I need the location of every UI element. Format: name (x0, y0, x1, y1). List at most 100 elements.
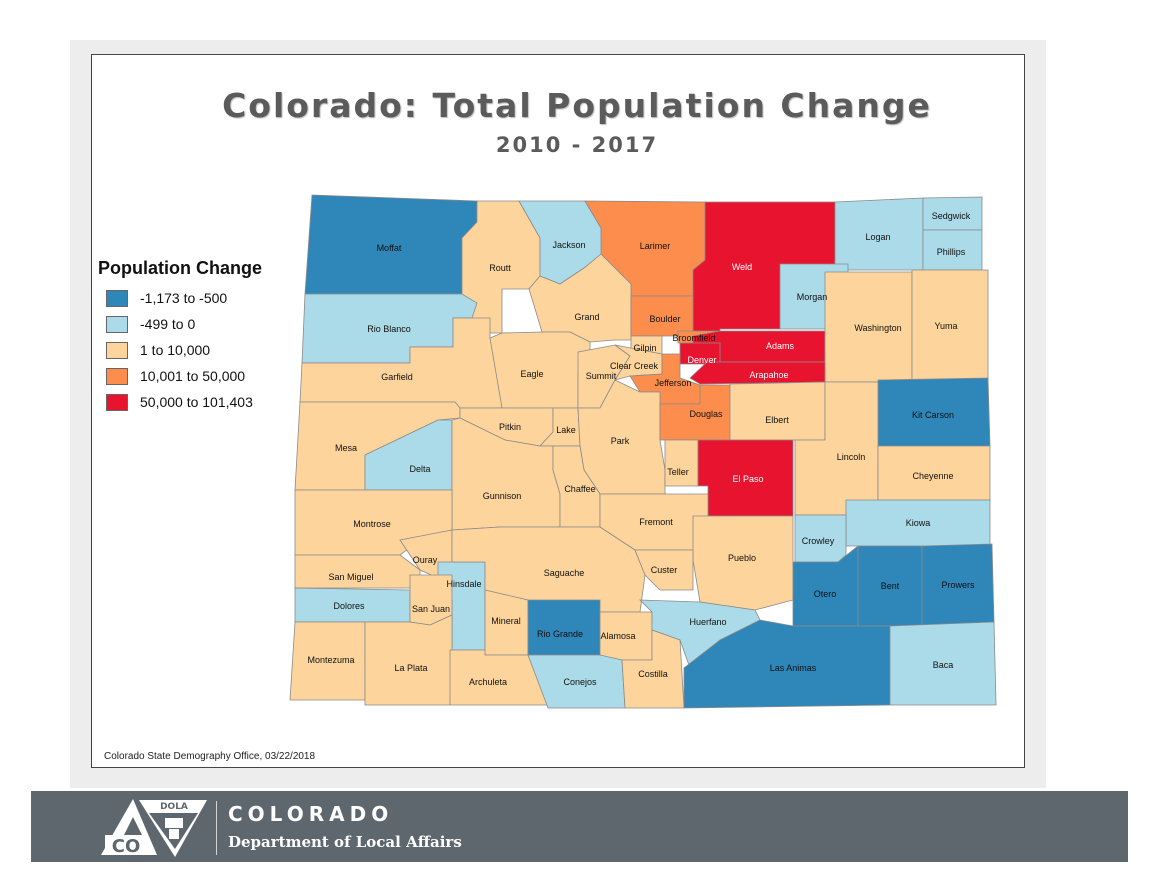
county-custer (634, 549, 694, 591)
county-boulder (630, 295, 694, 337)
county-label-jackson: Jackson (552, 240, 585, 250)
map-title: Colorado: Total Population Change (222, 86, 932, 125)
county-label-boulder: Boulder (649, 314, 680, 324)
legend-item: 10,001 to 50,000 (98, 363, 262, 389)
county-label-denver: Denver (687, 355, 716, 365)
logo-text-co: CO (112, 836, 141, 857)
county-label-chaffee: Chaffee (564, 484, 595, 494)
county-label-pitkin: Pitkin (499, 422, 521, 432)
county-label-garfield: Garfield (381, 372, 413, 382)
legend-swatch (106, 367, 128, 385)
county-label-sedgwick: Sedgwick (932, 211, 971, 221)
county-label-phillips: Phillips (937, 247, 966, 257)
county-label-kit-carson: Kit Carson (912, 410, 954, 420)
legend-item-label: -1,173 to -500 (140, 290, 228, 306)
county-label-san-juan: San Juan (412, 604, 450, 614)
county-label-gunnison: Gunnison (483, 491, 522, 501)
county-label-montezuma: Montezuma (307, 655, 354, 665)
county-label-san-miguel: San Miguel (328, 572, 373, 582)
county-label-la-plata: La Plata (394, 663, 427, 673)
county-label-grand: Grand (574, 312, 599, 322)
county-label-rio-grande: Rio Grande (537, 629, 583, 639)
legend-swatch (106, 315, 128, 333)
county-label-eagle: Eagle (520, 369, 543, 379)
county-label-conejos: Conejos (563, 677, 597, 687)
footer-department: Department of Local Affairs (228, 833, 462, 851)
county-label-clear-creek: Clear Creek (610, 361, 659, 371)
county-label-prowers: Prowers (941, 580, 975, 590)
county-label-adams: Adams (766, 341, 795, 351)
county-label-jefferson: Jefferson (655, 378, 692, 388)
county-label-larimer: Larimer (640, 241, 671, 251)
source-note: Colorado State Demography Office, 03/22/… (104, 751, 316, 762)
county-las-animas (683, 619, 891, 709)
legend-swatch (106, 289, 128, 307)
county-label-summit: Summit (586, 371, 617, 381)
county-label-hinsdale: Hinsdale (446, 579, 481, 589)
county-label-crowley: Crowley (802, 536, 835, 546)
county-label-mesa: Mesa (335, 443, 357, 453)
footer-banner: DOLA CO COLORADO Department of Local Aff… (31, 791, 1128, 862)
legend-item: 50,000 to 101,403 (98, 389, 262, 415)
legend-title: Population Change (98, 258, 262, 278)
footer-state-name: COLORADO (228, 802, 394, 826)
county-elbert (729, 381, 826, 441)
county-pueblo (692, 515, 794, 611)
county-label-rio-blanco: Rio Blanco (367, 324, 411, 334)
map-subtitle: 2010 - 2017 (495, 133, 659, 157)
county-label-logan: Logan (865, 232, 890, 242)
legend-item: -499 to 0 (98, 311, 262, 337)
legend-item-label: -499 to 0 (140, 316, 196, 332)
county-label-baca: Baca (933, 660, 954, 670)
county-label-moffat: Moffat (377, 243, 402, 253)
legend-item-label: 1 to 10,000 (140, 342, 211, 358)
county-label-douglas: Douglas (689, 409, 723, 419)
county-label-morgan: Morgan (797, 292, 828, 302)
county-saguache (451, 526, 646, 613)
legend-item: -1,173 to -500 (98, 285, 262, 311)
county-baca (889, 621, 997, 706)
legend-swatch (106, 341, 128, 359)
county-label-dolores: Dolores (333, 601, 365, 611)
county-label-broomfield: Broomfield (672, 333, 715, 343)
county-label-alamosa: Alamosa (600, 631, 635, 641)
legend: Population Change -1,173 to -500 -499 to… (98, 258, 262, 415)
county-label-huerfano: Huerfano (689, 617, 726, 627)
county-label-el-paso: El Paso (732, 474, 763, 484)
legend-item: 1 to 10,000 (98, 337, 262, 363)
county-label-saguache: Saguache (544, 568, 585, 578)
county-label-elbert: Elbert (765, 415, 789, 425)
county-label-fremont: Fremont (639, 517, 673, 527)
county-label-otero: Otero (814, 589, 837, 599)
footer-divider (216, 801, 217, 855)
county-teller (664, 439, 699, 487)
county-label-ouray: Ouray (413, 555, 438, 565)
county-label-cheyenne: Cheyenne (912, 471, 953, 481)
legend-swatch (106, 393, 128, 411)
county-label-weld: Weld (732, 262, 752, 272)
county-label-teller: Teller (667, 467, 689, 477)
county-label-delta: Delta (409, 464, 430, 474)
county-label-custer: Custer (651, 565, 678, 575)
logo-text-dola: DOLA (160, 802, 188, 812)
legend-item-label: 10,001 to 50,000 (140, 368, 246, 384)
county-label-park: Park (611, 436, 630, 446)
county-grand (528, 253, 632, 343)
county-label-lake: Lake (556, 425, 576, 435)
county-label-kiowa: Kiowa (906, 518, 931, 528)
county-label-las-animas: Las Animas (770, 663, 817, 673)
county-la-plata (364, 614, 453, 706)
county-label-pueblo: Pueblo (728, 553, 756, 563)
county-label-archuleta: Archuleta (469, 677, 507, 687)
dola-logo-icon: DOLA CO (101, 799, 207, 857)
county-label-lincoln: Lincoln (837, 452, 866, 462)
county-rio-grande (527, 599, 601, 656)
county-costilla (621, 629, 685, 709)
county-label-costilla: Costilla (638, 669, 668, 679)
county-label-yuma: Yuma (934, 321, 957, 331)
county-label-gilpin: Gilpin (633, 343, 656, 353)
county-label-arapahoe: Arapahoe (749, 370, 788, 380)
county-label-bent: Bent (881, 581, 900, 591)
county-label-mineral: Mineral (491, 616, 521, 626)
